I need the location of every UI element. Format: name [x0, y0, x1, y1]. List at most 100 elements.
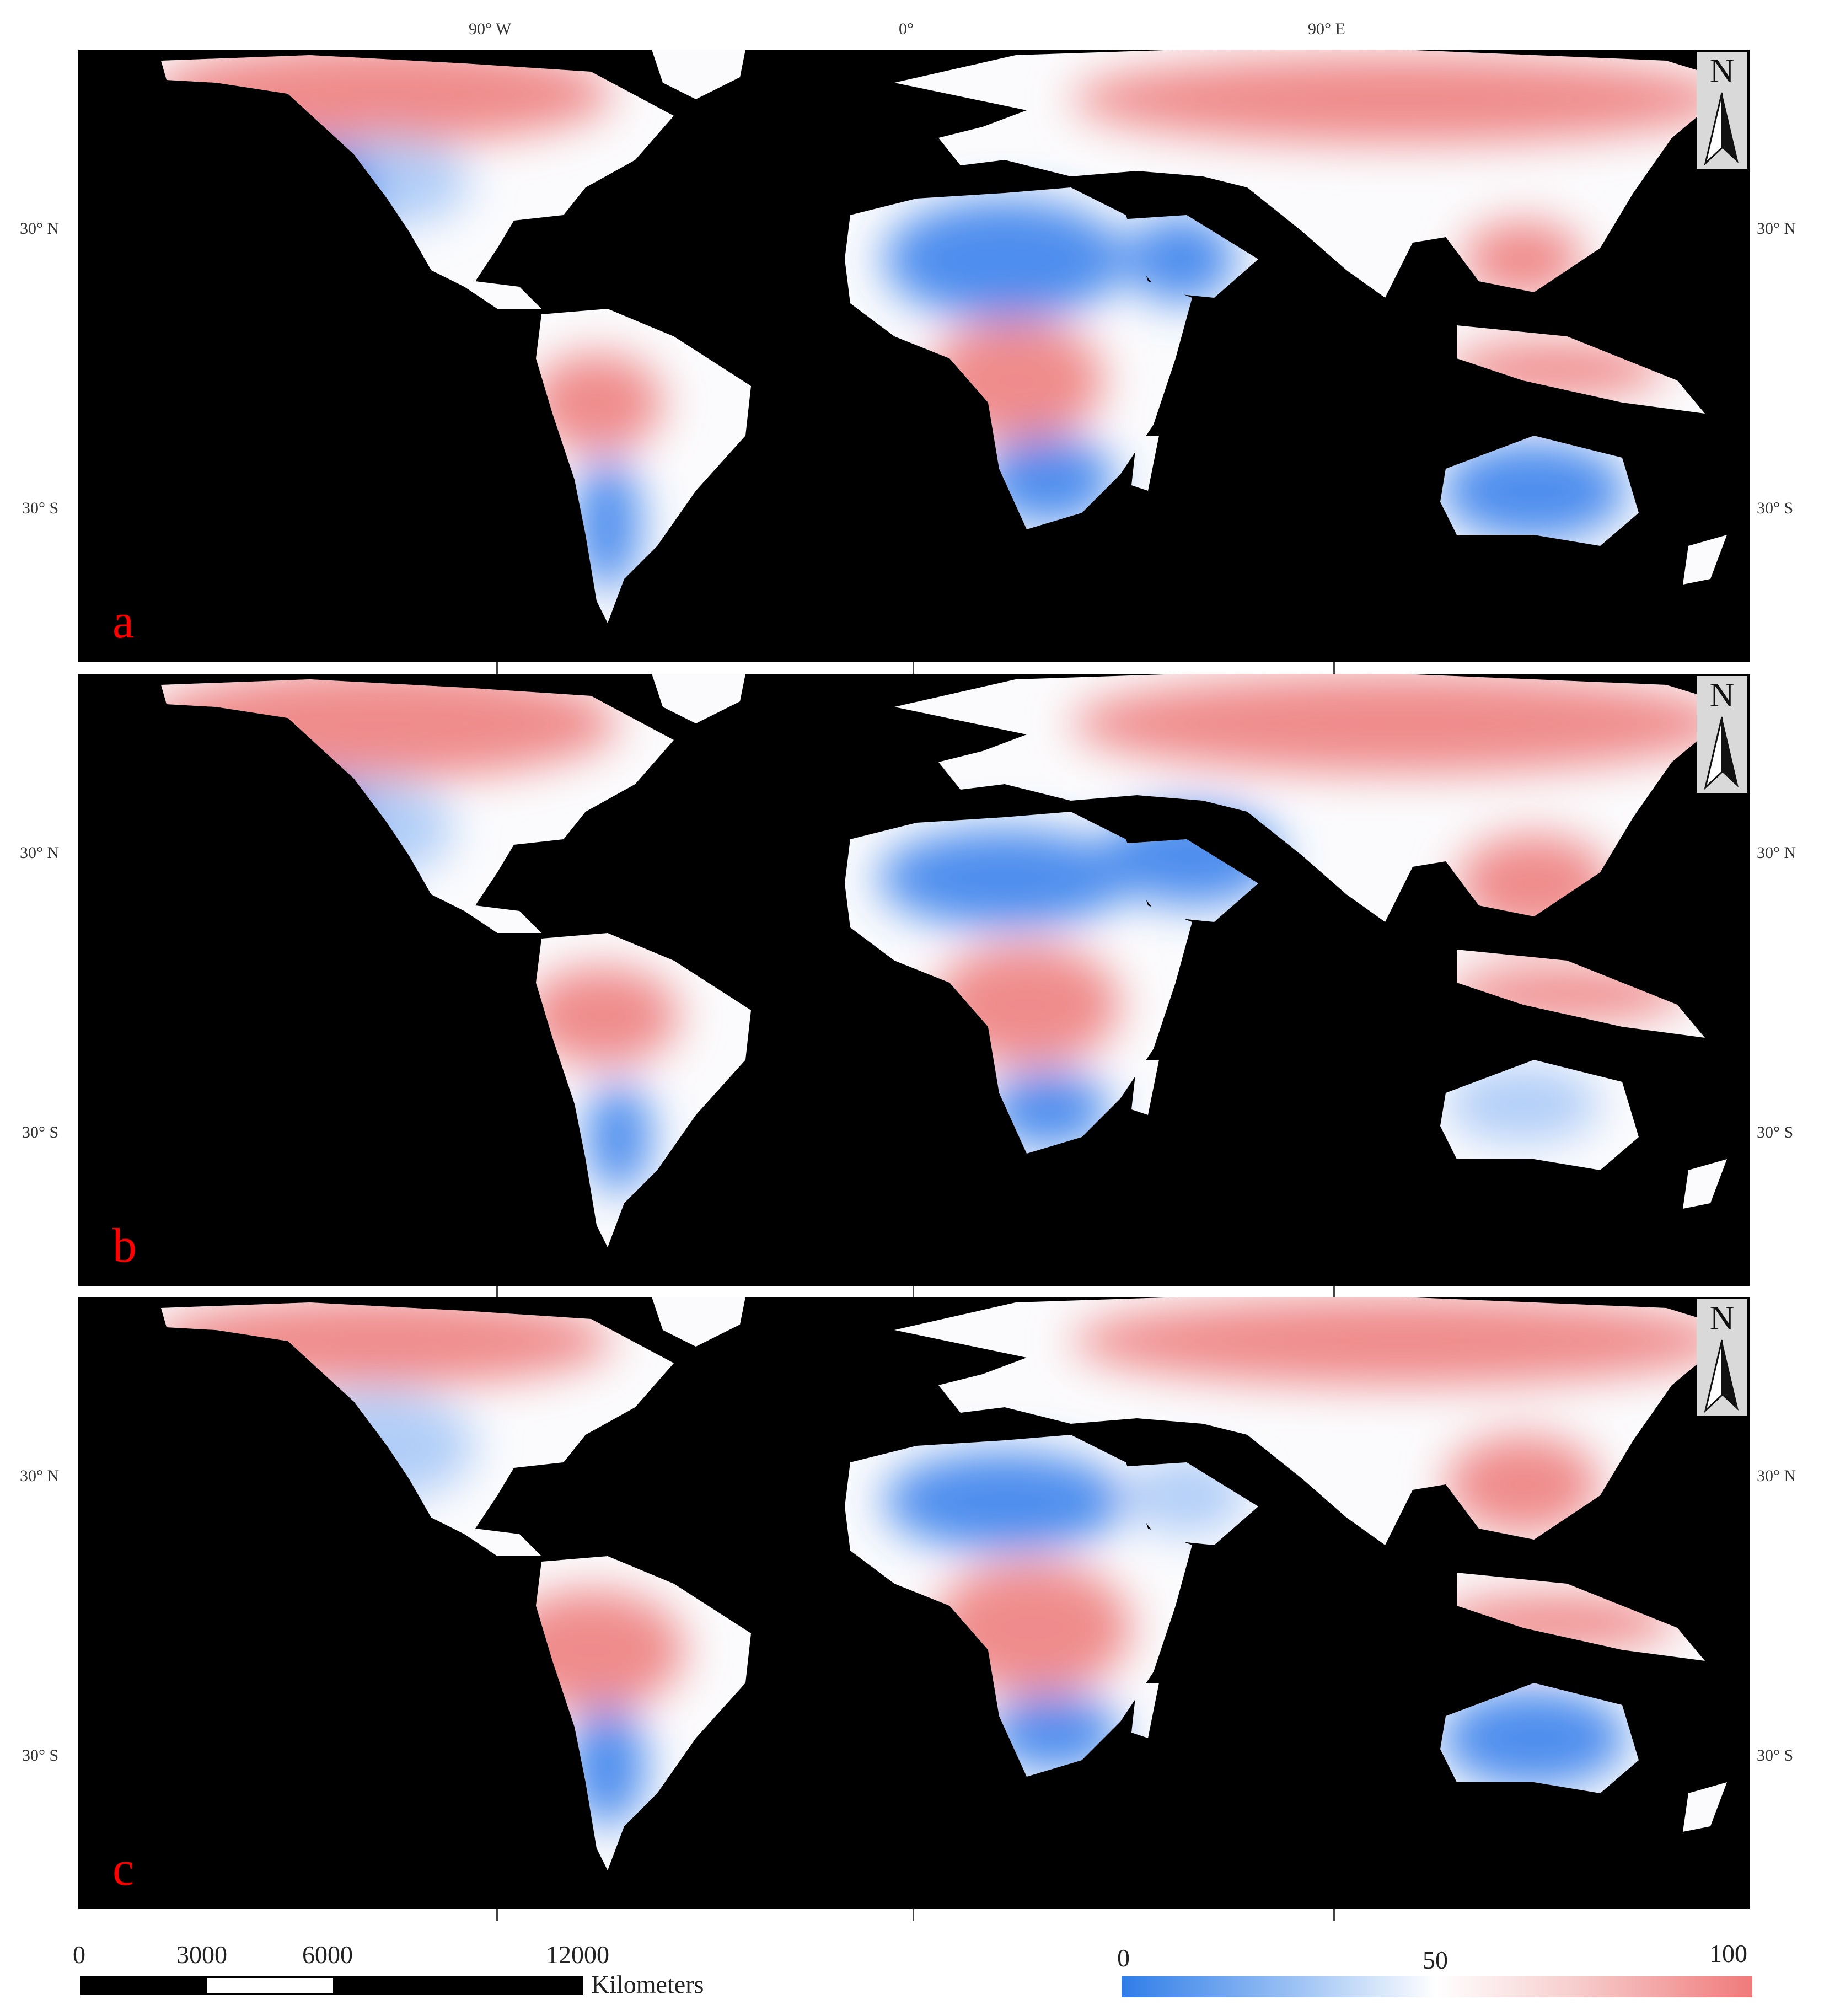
value-region: [1446, 1065, 1600, 1143]
map-panel-c: c N: [78, 1297, 1750, 1909]
landmass-madagascar: [1131, 1683, 1159, 1738]
lon-tick: [1333, 1286, 1335, 1297]
map-panel-b: b N: [78, 674, 1750, 1286]
value-region: [1071, 674, 1732, 773]
value-region: [1446, 342, 1666, 397]
lon-tick: [913, 1286, 914, 1297]
value-field: [161, 1297, 1732, 1826]
legend-tick-50: 50: [1423, 1946, 1448, 1974]
north-arrow-icon: [1704, 1339, 1739, 1413]
north-label: N: [1709, 1300, 1735, 1337]
value-region: [255, 779, 365, 867]
value-region: [288, 779, 453, 878]
value-region: [586, 1082, 652, 1192]
world-map: [161, 50, 1738, 623]
value-region: [1462, 221, 1584, 298]
lat-label-30s-left-b: 30° S: [22, 1123, 59, 1141]
landmass-south-america: [536, 309, 751, 623]
value-region: [988, 1071, 1109, 1148]
value-region: [1457, 834, 1611, 933]
lat-label-30n-right-b: 30° N: [1757, 844, 1796, 862]
value-region: [277, 1391, 475, 1501]
scale-tick-3000: 3000: [176, 1940, 227, 1969]
value-region: [1440, 1688, 1628, 1788]
value-region: [878, 828, 1131, 927]
north-arrow-icon: [1704, 92, 1739, 165]
lon-tick: [496, 1286, 498, 1297]
legend-gradient: [1122, 1976, 1752, 1997]
lat-label-30n-left-c: 30° N: [20, 1467, 60, 1485]
lon-tick: [913, 1909, 914, 1921]
lon-label-90e-top: 90° E: [1308, 20, 1345, 38]
value-region: [1446, 966, 1688, 1021]
world-map: [161, 674, 1738, 1247]
value-region: [569, 1705, 646, 1826]
value-region: [161, 1297, 613, 1385]
value-region: [525, 966, 679, 1065]
lat-label-30n-left-b: 30° N: [20, 844, 60, 862]
value-region: [304, 138, 470, 226]
landmass-greenland: [652, 1297, 745, 1347]
value-region: [1435, 1595, 1677, 1650]
scale-unit: Kilometers: [591, 1970, 704, 1998]
map-panel-a: a N: [78, 50, 1750, 662]
value-region: [983, 436, 1115, 524]
lon-tick: [496, 662, 498, 674]
landmass-new-zealand: [1683, 535, 1727, 585]
landmass-madagascar: [1131, 436, 1159, 491]
value-region: [988, 1694, 1120, 1771]
lon-tick: [496, 1909, 498, 1921]
landmass-greenland: [652, 50, 745, 99]
value-region: [1126, 1457, 1247, 1534]
landmass-new-zealand: [1683, 1782, 1727, 1832]
lon-tick: [1333, 1909, 1335, 1921]
scale-segment: [333, 1978, 581, 1993]
lon-label-90w-top: 90° W: [469, 20, 512, 38]
panel-letter-a: a: [112, 595, 135, 648]
value-region: [933, 944, 1120, 1065]
landmass-madagascar: [1131, 1060, 1159, 1115]
lat-label-30s-right-b: 30° S: [1757, 1123, 1794, 1141]
lon-tick: [913, 662, 914, 674]
scale-segment: [82, 1978, 207, 1993]
value-region: [1446, 1435, 1600, 1534]
value-region: [1440, 441, 1628, 540]
legend-tick-0: 0: [1117, 1944, 1130, 1972]
value-region: [1104, 806, 1280, 905]
north-arrow-icon: [1704, 716, 1739, 790]
value-region: [933, 1562, 1131, 1694]
value-region: [1126, 215, 1236, 303]
lon-label-0-top: 0°: [899, 20, 914, 38]
lat-label-30n-left-a: 30° N: [20, 219, 60, 238]
scale-tick-6000: 6000: [302, 1940, 353, 1969]
value-region: [497, 1589, 685, 1711]
landmass-new-zealand: [1683, 1159, 1727, 1209]
north-label: N: [1709, 52, 1735, 90]
lon-tick: [1333, 662, 1335, 674]
value-region: [244, 143, 376, 243]
north-label: N: [1709, 677, 1735, 714]
lat-label-30s-right-c: 30° S: [1757, 1746, 1794, 1765]
scale-segment: [207, 1978, 333, 1993]
north-arrow: N: [1697, 52, 1747, 169]
value-region: [927, 320, 1104, 441]
world-map: [161, 1297, 1738, 1870]
panel-letter-b: b: [112, 1219, 137, 1273]
north-arrow: N: [1697, 676, 1747, 793]
value-region: [575, 458, 641, 590]
lat-label-30n-right-c: 30° N: [1757, 1467, 1796, 1485]
panel-letter-c: c: [112, 1842, 135, 1896]
value-region: [1071, 55, 1732, 143]
north-arrow: N: [1697, 1299, 1747, 1416]
legend-tick-100: 100: [1709, 1939, 1747, 1967]
scale-tick-12000: 12000: [546, 1940, 609, 1969]
value-region: [530, 353, 663, 452]
lat-label-30s-left-c: 30° S: [22, 1746, 59, 1765]
value-region: [883, 199, 1126, 320]
scale-bar-graphic: [80, 1976, 583, 1995]
value-region: [1071, 1297, 1732, 1385]
lat-label-30n-right-a: 30° N: [1757, 219, 1796, 238]
lat-label-30s-left-a: 30° S: [22, 499, 59, 517]
value-region: [883, 1451, 1126, 1551]
scale-tick-0: 0: [73, 1940, 85, 1969]
